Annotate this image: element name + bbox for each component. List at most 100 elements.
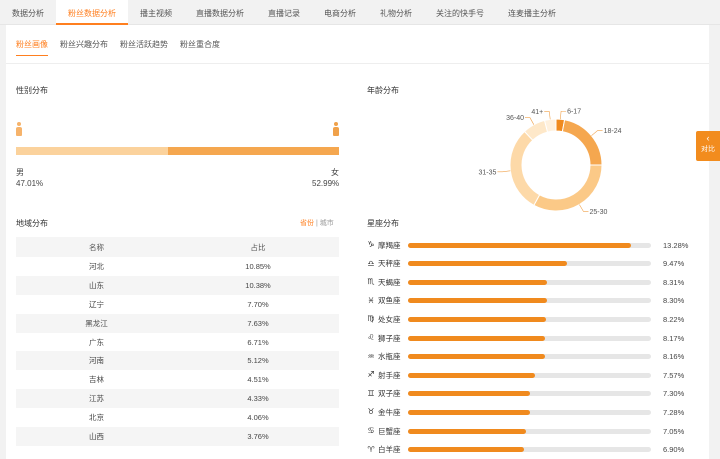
compare-button[interactable]: ‹ 对比 — [696, 131, 720, 161]
top-tab-4[interactable]: 直播记录 New — [256, 0, 312, 25]
age-slice-31-35 — [509, 130, 541, 206]
top-tab-2[interactable]: 播主视频 — [128, 0, 184, 25]
fans-portrait-panel: 粉丝画像 粉丝兴趣分布 粉丝活跃趋势 粉丝重合度 性别分布 男 47.01% 女 52… — [6, 25, 709, 459]
zodiac-row: ♈ 白羊座 6.90% — [367, 444, 697, 456]
zodiac-name: 射手座 — [378, 370, 401, 380]
region-ratio: 4.06% — [247, 413, 269, 423]
age-leader-line — [544, 111, 551, 120]
new-badge: New — [350, 0, 364, 1]
zodiac-pct: 6.90% — [663, 445, 685, 455]
zodiac-bar-fill — [408, 298, 548, 304]
zodiac-name: 天蝎座 — [378, 277, 401, 287]
table-row: 河南 5.12% — [16, 351, 339, 371]
new-badge: New — [406, 0, 420, 1]
top-tab-3[interactable]: 直播数据分析 New — [184, 0, 256, 25]
zodiac-name: 巨蟹座 — [378, 426, 401, 436]
zodiac-bar-fill — [408, 242, 631, 248]
switch-city[interactable]: 城市 — [319, 220, 334, 227]
zodiac-name: 白羊座 — [378, 445, 401, 455]
region-ratio: 7.63% — [247, 318, 269, 328]
zodiac-bar-fill — [408, 335, 545, 341]
zodiac-bar-track — [408, 409, 651, 415]
region-ratio: 10.85% — [245, 261, 271, 271]
gender-bar-male — [16, 147, 168, 155]
table-row: 北京 4.06% — [16, 408, 339, 428]
sub-tab-2[interactable]: 粉丝活跃趋势 — [120, 40, 168, 49]
top-tab-1[interactable]: 粉丝数据分析 — [56, 0, 128, 25]
female-pct: 52.99% — [312, 179, 340, 188]
zodiac-name: 处女座 — [378, 314, 401, 324]
col-name: 名称 — [89, 242, 104, 252]
zodiac-bar-track — [408, 316, 651, 322]
compare-label: 对比 — [701, 146, 715, 153]
region-name: 江苏 — [89, 394, 104, 404]
top-tab-5[interactable]: 电商分析 New — [312, 0, 368, 25]
zodiac-name: 狮子座 — [378, 333, 401, 343]
region-name: 河南 — [89, 356, 104, 366]
zodiac-pct: 8.22% — [663, 314, 685, 324]
male-icon — [16, 122, 22, 136]
age-slice-41+ — [543, 118, 557, 133]
zodiac-bar-track — [408, 242, 651, 248]
zodiac-bar-track — [408, 372, 651, 378]
top-tab-7[interactable]: 关注的快手号 New — [424, 0, 496, 25]
age-label: 31-35 — [479, 169, 497, 176]
zodiac-pct: 8.30% — [663, 296, 685, 306]
zodiac-bar-fill — [408, 316, 546, 322]
zodiac-icon: ♉ — [367, 407, 375, 417]
top-nav: 数据分析粉丝数据分析播主视频直播数据分析New直播记录New电商分析New礼物分… — [0, 0, 720, 25]
age-donut-chart: 6-17 18-24 25-30 31-35 36-40 41+ — [479, 109, 622, 216]
new-badge: New — [238, 0, 252, 1]
zodiac-bar-fill — [408, 354, 545, 360]
age-label: 36-40 — [506, 115, 524, 122]
zodiac-row: ♋ 巨蟹座 7.05% — [367, 425, 697, 437]
zodiac-icon: ♑ — [367, 240, 375, 249]
region-ratio: 4.51% — [247, 375, 269, 385]
region-name: 黑龙江 — [85, 318, 108, 328]
top-tab-label: 粉丝数据分析 — [68, 9, 116, 18]
region-ratio: 4.33% — [247, 394, 269, 404]
zodiac-bar-fill — [408, 391, 531, 397]
switch-province[interactable]: 省份 — [300, 220, 314, 227]
top-tab-label: 直播记录 — [268, 9, 300, 18]
gender-bar-female — [167, 147, 339, 155]
zodiac-row: ♏ 天蝎座 8.31% — [367, 276, 697, 288]
zodiac-pct: 7.05% — [663, 426, 685, 436]
top-tab-label: 电商分析 — [324, 9, 356, 18]
region-name: 河北 — [89, 261, 104, 271]
new-badge: New — [550, 0, 564, 1]
sub-tab-1[interactable]: 粉丝兴趣分布 — [60, 40, 108, 49]
table-row: 山东 10.38% — [16, 275, 339, 295]
zodiac-icon: ♎ — [367, 258, 375, 268]
sub-tab-0[interactable]: 粉丝画像 — [16, 39, 48, 56]
zodiac-name: 摩羯座 — [378, 240, 401, 250]
sub-tab-3[interactable]: 粉丝重合度 — [180, 40, 220, 49]
zodiac-row: ♎ 天秤座 9.47% — [367, 258, 697, 270]
gender-title: 性别分布 — [16, 86, 48, 95]
zodiac-pct: 7.28% — [663, 407, 685, 417]
top-tab-6[interactable]: 礼物分析 New — [368, 0, 424, 25]
top-tab-label: 播主视频 — [140, 9, 172, 18]
region-name: 山西 — [89, 431, 104, 441]
region-ratio: 5.12% — [247, 356, 269, 366]
zodiac-icon: ♍ — [367, 314, 375, 324]
zodiac-pct: 13.28% — [663, 240, 689, 250]
region-name: 山东 — [89, 280, 104, 290]
zodiac-icon: ♏ — [367, 277, 375, 287]
top-tab-8[interactable]: 连麦播主分析 New — [496, 0, 568, 25]
switch-sep: | — [315, 220, 318, 227]
top-tab-label: 礼物分析 — [380, 9, 412, 18]
zodiac-icon: ♓ — [367, 295, 375, 305]
zodiac-icon: ♈ — [367, 444, 375, 454]
col-ratio: 占比 — [250, 242, 266, 252]
zodiac-bar-fill — [408, 447, 524, 453]
age-label: 6-17 — [567, 109, 581, 116]
zodiac-pct: 8.17% — [663, 333, 685, 343]
zodiac-bar-track — [408, 428, 651, 434]
top-tab-0[interactable]: 数据分析 — [0, 0, 56, 25]
zodiac-bar-fill — [408, 409, 530, 415]
region-title: 地域分布 — [16, 219, 48, 228]
age-slice-25-30 — [533, 164, 603, 212]
zodiac-name: 双子座 — [378, 389, 401, 399]
zodiac-row: ♍ 处女座 8.22% — [367, 313, 697, 325]
